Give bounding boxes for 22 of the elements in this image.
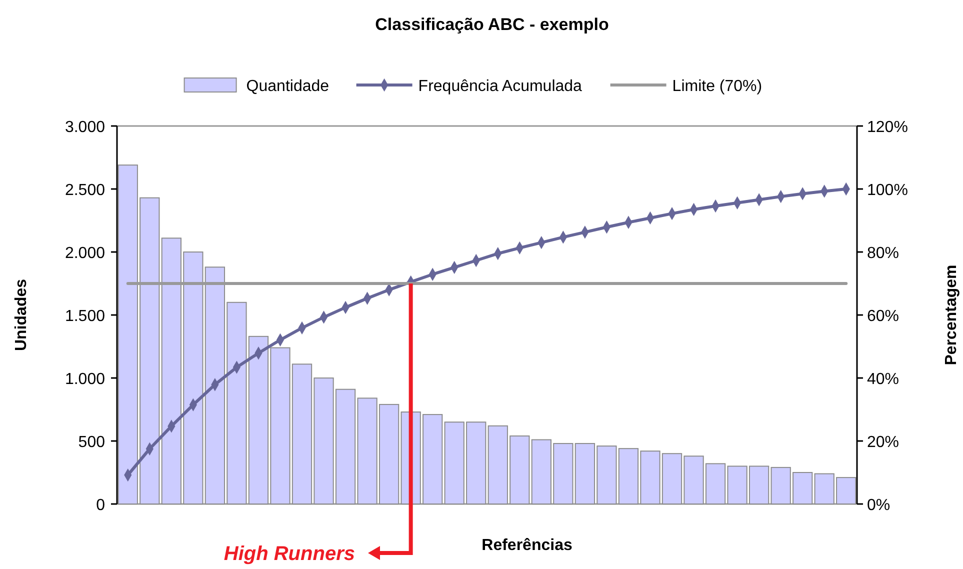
y2-tick-label: 100% — [867, 182, 908, 199]
y-tick-label: 0 — [96, 497, 106, 514]
y-tick-label: 3.000 — [64, 119, 106, 136]
text: High Runners — [224, 543, 355, 565]
y2-tick-label: 60% — [867, 308, 900, 325]
y-tick-label: 500 — [78, 434, 106, 451]
y-tick-label: 2.500 — [64, 182, 106, 199]
x-axis-title: Referências — [482, 537, 572, 554]
legend-label: Limite (70%) — [672, 78, 762, 95]
y2-axis-title: Percentagem — [943, 264, 960, 366]
y2-tick-label: 40% — [867, 371, 900, 388]
y2-tick-label: 20% — [867, 434, 900, 451]
y2-tick-label: 80% — [867, 245, 900, 262]
chart-title: Classificação ABC - exemplo — [375, 15, 609, 34]
y2-tick-label: 120% — [867, 119, 908, 136]
legend-label: Quantidade — [246, 78, 330, 95]
legend-label: Frequência Acumulada — [418, 78, 582, 95]
y-axis-title: Unidades — [13, 278, 30, 352]
y-tick-label: 1.000 — [64, 371, 106, 388]
y-tick-label: 1.500 — [64, 308, 106, 325]
y2-tick-label: 0% — [867, 497, 890, 514]
y-tick-label: 2.000 — [64, 245, 106, 262]
